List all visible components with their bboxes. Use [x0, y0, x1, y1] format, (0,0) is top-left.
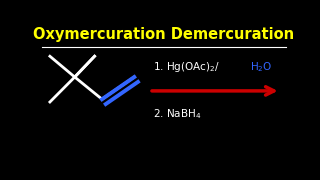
Text: $\mathregular{H_2O}$: $\mathregular{H_2O}$ [250, 60, 272, 74]
Text: 2. $\mathregular{NaBH_4}$: 2. $\mathregular{NaBH_4}$ [153, 108, 201, 121]
Text: Oxymercuration Demercuration: Oxymercuration Demercuration [33, 27, 295, 42]
Text: 1. $\mathregular{Hg(OAc)_2}$/: 1. $\mathregular{Hg(OAc)_2}$/ [153, 60, 220, 74]
